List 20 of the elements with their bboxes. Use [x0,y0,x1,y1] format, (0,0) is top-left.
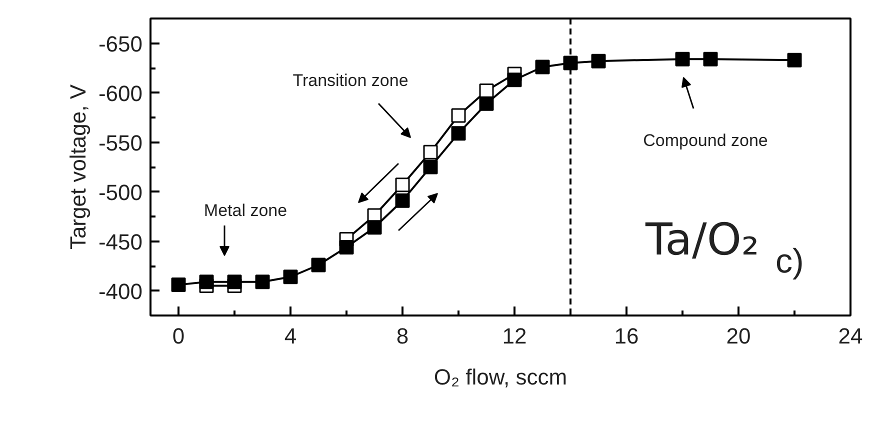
y-tick-label: -600 [98,80,143,106]
x-axis-title: O₂ flow, sccm [434,364,568,390]
x-tick-label: 20 [726,324,751,348]
y-tick-label: -650 [98,31,143,56]
y-tick-label: -550 [98,130,143,156]
x-tick-label: 4 [284,324,297,348]
annotation: Compound zone [643,131,768,150]
y-axis-title: Target voltage, V [65,84,90,250]
x-tick-label: 8 [396,324,409,348]
x-tick-label: 0 [172,324,185,348]
x-tick-label: 12 [502,324,527,348]
y-tick-label: -500 [98,180,143,205]
annotation: c) [776,242,804,280]
annotation: Transition zone [292,71,408,90]
annotation: Ta/O₂ [644,214,760,266]
y-tick-label: -400 [98,278,143,304]
x-tick-label: 16 [614,324,639,348]
y-tick-label: -450 [98,229,143,254]
x-tick-label: 24 [838,324,863,348]
annotation: Metal zone [204,201,288,220]
